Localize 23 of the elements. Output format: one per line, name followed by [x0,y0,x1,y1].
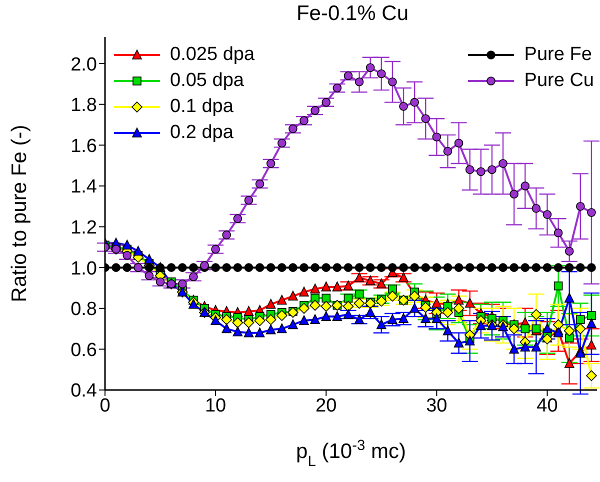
y-tick-label: 1.8 [70,95,97,116]
chart-title: Fe-0.1% Cu [295,2,410,26]
legend-label: Pure Fe [524,44,592,66]
y-tick-label: 1.4 [70,176,98,198]
y-tick-label: 2.0 [70,54,97,76]
x-tick-label: 10 [204,395,226,416]
x-tick-label: 20 [316,395,337,416]
legend-label: 0.05 dpa [170,70,244,92]
y-tick-label: 1.6 [70,136,97,157]
y-tick-label: 1.0 [70,258,97,280]
y-tick-label: 0.6 [70,340,97,361]
x-tick-label: 0 [100,395,110,416]
legend-label: 0.1 dpa [170,96,234,118]
x-axis-title: p$_{L}$ (10$^{-3}$ mc) [296,438,406,470]
x-tick-label: 40 [536,395,558,416]
x-tick-label: 30 [426,395,448,416]
y-tick-label: 0.8 [70,299,97,320]
y-tick-label: 1.2 [70,218,97,239]
y-axis-title: Ratio to pure Fe (-) [8,124,31,302]
legend-label: 0.025 dpa [170,44,255,66]
legend-label: 0.2 dpa [170,122,234,144]
y-tick-label: 0.4 [70,380,98,402]
legend-label: Pure Cu [524,70,594,92]
